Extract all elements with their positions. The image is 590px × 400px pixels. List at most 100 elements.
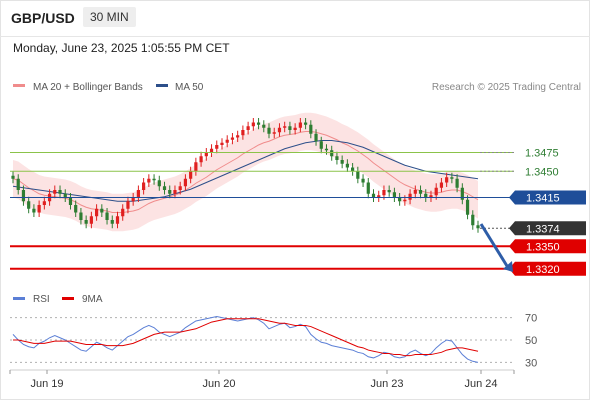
candle-body bbox=[68, 197, 73, 205]
rsi9ma-legend-label: 9MA bbox=[82, 294, 103, 305]
level-tag bbox=[515, 221, 586, 236]
rsi-layer: 70 50 30 bbox=[10, 313, 537, 369]
candle-body bbox=[424, 193, 428, 198]
candle bbox=[371, 189, 376, 202]
candle bbox=[110, 215, 114, 229]
candle-body bbox=[21, 190, 26, 202]
level-label: 1.3320 bbox=[526, 264, 560, 276]
candle-body bbox=[371, 193, 376, 198]
candle-body bbox=[303, 122, 308, 125]
ma20-legend-label: MA 20 + Bollinger Bands bbox=[33, 82, 143, 93]
candle-body bbox=[189, 171, 193, 179]
price-layer bbox=[11, 112, 480, 233]
candle-body bbox=[434, 187, 438, 196]
timeframe-badge[interactable]: 30 MIN bbox=[83, 7, 136, 27]
candle bbox=[236, 130, 240, 142]
candle-body bbox=[439, 182, 444, 188]
candle bbox=[460, 183, 464, 205]
candle bbox=[408, 189, 412, 205]
level-support: 1.3320 bbox=[10, 261, 586, 276]
rsi-line bbox=[12, 315, 479, 363]
candle-body bbox=[345, 163, 349, 168]
candle-body bbox=[272, 132, 276, 134]
candle-body bbox=[340, 160, 344, 164]
candle-body bbox=[173, 190, 177, 194]
candle bbox=[204, 148, 208, 161]
candle bbox=[173, 185, 177, 199]
candle-body bbox=[246, 126, 250, 130]
candle-body bbox=[319, 141, 323, 149]
candle-body bbox=[413, 190, 417, 194]
candle bbox=[450, 172, 454, 184]
candle-body bbox=[476, 225, 480, 229]
candle bbox=[340, 155, 344, 169]
candle bbox=[126, 196, 130, 214]
level-label: 1.3475 bbox=[525, 148, 559, 160]
level-tag bbox=[515, 239, 586, 254]
candle bbox=[152, 174, 156, 185]
candle-body bbox=[168, 190, 172, 194]
candle-body bbox=[215, 145, 219, 149]
candle bbox=[121, 204, 125, 221]
candle bbox=[303, 118, 308, 130]
candle bbox=[84, 215, 88, 229]
candle bbox=[251, 118, 255, 131]
candle bbox=[309, 120, 313, 139]
candle bbox=[387, 185, 391, 197]
candle-body bbox=[398, 197, 402, 202]
candle-body bbox=[110, 220, 114, 224]
candle-body bbox=[121, 208, 125, 217]
level-resistance: 1.3450 bbox=[10, 166, 559, 178]
candle-body bbox=[42, 201, 46, 205]
level-tag-pointer bbox=[509, 190, 515, 205]
candle-body bbox=[450, 177, 454, 179]
candle bbox=[147, 174, 151, 187]
candle-body bbox=[366, 182, 370, 194]
candle-body bbox=[471, 214, 475, 226]
candle-body bbox=[11, 175, 15, 179]
candle bbox=[262, 120, 266, 133]
candle bbox=[246, 121, 250, 135]
candle bbox=[398, 193, 402, 206]
candle bbox=[32, 204, 36, 217]
level-resistance: 1.3475 bbox=[10, 148, 559, 160]
candle bbox=[241, 125, 245, 140]
candle bbox=[100, 204, 104, 217]
candle-body bbox=[126, 201, 130, 209]
candle bbox=[157, 175, 161, 191]
candle-body bbox=[293, 127, 297, 130]
candle bbox=[105, 208, 109, 225]
level-label: 1.3450 bbox=[525, 166, 559, 178]
candle-body bbox=[256, 122, 261, 125]
x-tick-label: Jun 20 bbox=[202, 378, 235, 390]
candle-body bbox=[283, 126, 287, 128]
candle bbox=[63, 189, 67, 202]
x-tick-label: Jun 19 bbox=[30, 378, 63, 390]
candle-body bbox=[105, 212, 109, 220]
candle-body bbox=[465, 199, 470, 215]
candle-body bbox=[209, 148, 214, 153]
candle bbox=[283, 121, 287, 133]
level-label: 1.3415 bbox=[526, 193, 560, 205]
ma20-legend-swatch bbox=[13, 84, 25, 87]
candle bbox=[194, 157, 198, 176]
projection-arrow bbox=[479, 223, 513, 272]
candle-body bbox=[236, 135, 240, 138]
level-current: 1.3374 bbox=[480, 221, 586, 236]
candle bbox=[319, 136, 323, 154]
candle bbox=[209, 144, 214, 157]
candle bbox=[288, 121, 292, 135]
level-label: 1.3374 bbox=[526, 223, 560, 235]
level-label: 1.3350 bbox=[526, 241, 560, 253]
candle bbox=[131, 193, 135, 206]
candle-body bbox=[37, 205, 41, 213]
candle-body bbox=[142, 182, 146, 190]
candle bbox=[476, 220, 480, 233]
candle-body bbox=[84, 220, 88, 224]
candle bbox=[42, 196, 46, 210]
level-tag-pointer bbox=[509, 221, 515, 236]
candle-body bbox=[53, 190, 57, 194]
candle-body bbox=[74, 205, 78, 213]
candle-body bbox=[403, 199, 407, 202]
level-pivot: 1.3415 bbox=[10, 190, 586, 205]
